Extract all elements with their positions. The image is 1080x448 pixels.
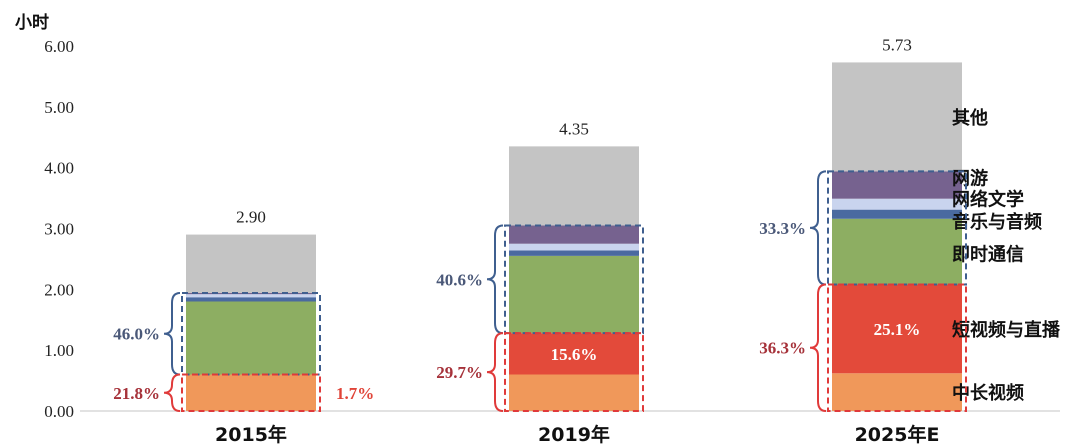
bar-segment [509, 374, 639, 411]
dashed-group-box [827, 170, 967, 286]
series-label: 网游 [952, 167, 988, 189]
bars-layer: 2.90 4.35 5.73 [186, 35, 962, 411]
group-brace [163, 373, 181, 412]
y-tick-label: 3.00 [44, 220, 74, 239]
bar-segment [509, 243, 639, 251]
percentage-annotation: 15.6% [551, 345, 598, 364]
series-label: 网络文学 [952, 189, 1024, 211]
y-tick-label: 4.00 [44, 159, 74, 178]
y-tick-label: 1.00 [44, 341, 74, 360]
bar-segment [186, 234, 316, 293]
bar-segment [832, 373, 962, 411]
group-brace [486, 332, 504, 412]
bar-segment [832, 218, 962, 285]
x-category-label: 2019年 [538, 423, 610, 446]
percentage-annotation: 25.1% [874, 320, 921, 339]
percentage-annotation: 33.3% [759, 219, 806, 238]
series-label: 即时通信 [952, 244, 1024, 266]
bar-total-label: 2.90 [236, 208, 266, 227]
bar-segment [186, 297, 316, 302]
dashed-group-box [504, 332, 644, 412]
bar-segment [509, 250, 639, 256]
bar-segment [832, 209, 962, 219]
y-tick-label: 0.00 [44, 402, 74, 421]
group-brace [809, 283, 827, 412]
bar-segment [509, 146, 639, 226]
percentage-annotation: 36.3% [759, 339, 806, 358]
x-category-label: 2015年 [215, 423, 287, 446]
bar-segment [832, 62, 962, 172]
bar-segment [186, 292, 316, 295]
dashed-group-box [827, 283, 967, 413]
percentage-annotation: 29.7% [436, 363, 483, 382]
bar-total-label: 4.35 [559, 119, 589, 138]
bar-segment [186, 294, 316, 298]
bar-segment [509, 225, 639, 244]
bar-segment [186, 301, 316, 375]
bar-segment [832, 198, 962, 210]
series-label: 中长视频 [952, 382, 1024, 404]
group-brace [809, 170, 827, 286]
bar-segment [509, 255, 639, 334]
percentage-annotation: 46.0% [113, 325, 160, 344]
y-axis-unit-label: 小时 [15, 13, 49, 33]
y-tick-label: 5.00 [44, 98, 74, 117]
bar-segment [186, 374, 316, 411]
group-brace [486, 224, 504, 335]
percentage-annotation: 21.8% [113, 384, 160, 403]
bar-segment [832, 171, 962, 199]
percentage-annotation: 40.6% [436, 270, 483, 289]
dashed-group-box [504, 224, 644, 335]
y-tick-label: 2.00 [44, 280, 74, 299]
x-category-label: 2025年E [855, 423, 940, 446]
bar-segment [832, 284, 962, 374]
group-brace [163, 291, 181, 376]
bar-total-label: 5.73 [882, 35, 912, 54]
bar-segment [509, 333, 639, 375]
y-tick-label: 6.00 [44, 37, 74, 56]
dashed-group-box [181, 373, 321, 412]
percentage-annotation: 1.7% [336, 384, 374, 403]
series-label: 音乐与音频 [952, 211, 1042, 233]
series-label: 短视频与直播 [952, 319, 1061, 341]
series-label: 其他 [952, 107, 988, 129]
